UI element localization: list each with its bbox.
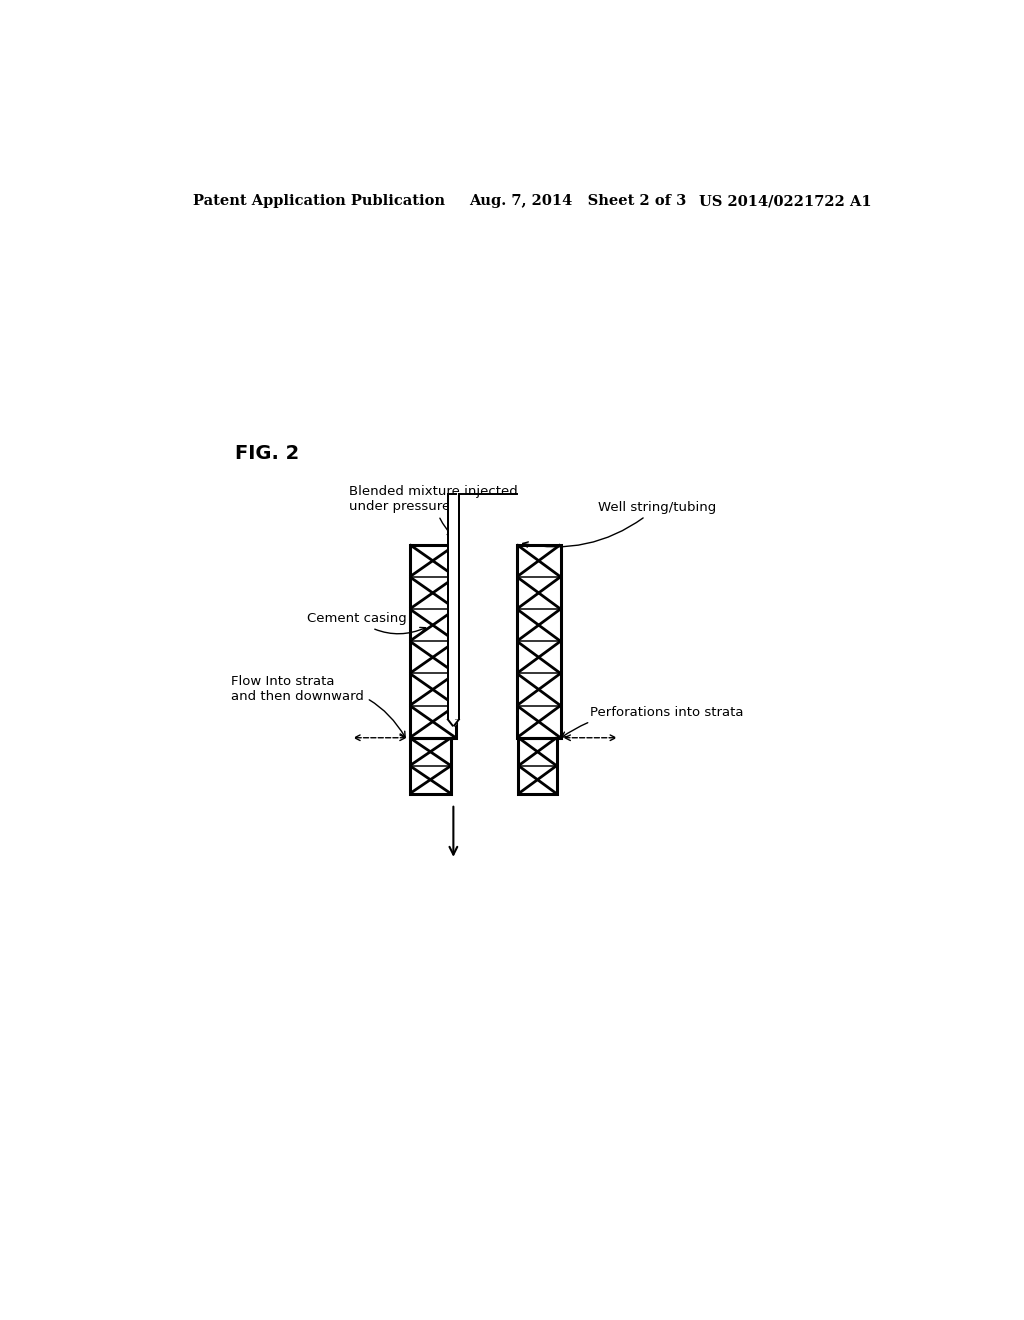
Bar: [517, 545, 518, 718]
Text: Well string/tubing: Well string/tubing: [522, 500, 716, 546]
FancyBboxPatch shape: [517, 545, 560, 738]
Text: US 2014/0221722 A1: US 2014/0221722 A1: [699, 194, 872, 209]
Text: Flow Into strata
and then downward: Flow Into strata and then downward: [231, 675, 406, 737]
Bar: [447, 494, 459, 719]
Text: FIG. 2: FIG. 2: [236, 444, 299, 462]
FancyBboxPatch shape: [518, 738, 557, 793]
Text: Perforations into strata: Perforations into strata: [561, 706, 743, 738]
FancyBboxPatch shape: [410, 545, 456, 738]
Bar: [410, 545, 456, 738]
Text: Patent Application Publication: Patent Application Publication: [194, 194, 445, 209]
FancyBboxPatch shape: [410, 738, 451, 793]
Bar: [517, 545, 560, 738]
Bar: [410, 738, 451, 793]
Text: Aug. 7, 2014   Sheet 2 of 3: Aug. 7, 2014 Sheet 2 of 3: [469, 194, 686, 209]
Polygon shape: [447, 719, 459, 726]
Bar: [518, 738, 557, 793]
Text: Cement casing: Cement casing: [306, 612, 426, 634]
Text: Blended mixture injected
under pressure: Blended mixture injected under pressure: [348, 484, 517, 536]
